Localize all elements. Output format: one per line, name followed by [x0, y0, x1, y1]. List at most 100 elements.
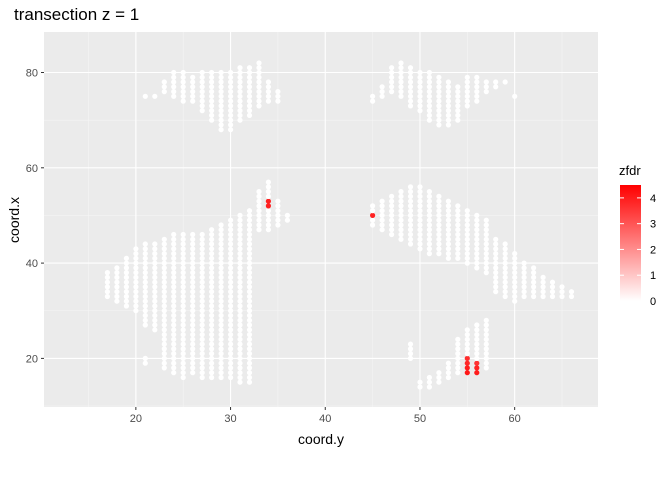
- data-point: [265, 227, 271, 233]
- data-point: [228, 284, 234, 290]
- data-point: [218, 308, 224, 314]
- data-point: [228, 312, 234, 319]
- data-point: [171, 265, 177, 271]
- data-point: [445, 103, 451, 109]
- data-point: [483, 346, 489, 352]
- data-point: [436, 193, 442, 199]
- data-point: [445, 365, 451, 371]
- data-point: [512, 265, 518, 271]
- data-point: [104, 293, 110, 300]
- data-point: [218, 360, 224, 366]
- data-point: [218, 336, 224, 342]
- data-point: [407, 231, 414, 238]
- data-point: [180, 265, 186, 271]
- data-point: [218, 127, 224, 133]
- data-point: [199, 103, 205, 109]
- data-point: [512, 289, 518, 295]
- data-point: [265, 89, 271, 95]
- data-point: [190, 255, 196, 261]
- data-point: [123, 274, 129, 280]
- data-point: [474, 74, 480, 80]
- data-point: [445, 79, 451, 85]
- data-point: [133, 255, 139, 261]
- data-point: [256, 193, 262, 199]
- data-point: [199, 346, 205, 352]
- data-point: [218, 298, 224, 304]
- data-point: [275, 212, 281, 218]
- data-point: [237, 103, 243, 109]
- data-point: [246, 208, 253, 214]
- data-point: [209, 255, 215, 261]
- data-point: [502, 246, 508, 252]
- data-point: [445, 108, 451, 114]
- data-point: [379, 93, 385, 99]
- data-point: [190, 289, 196, 295]
- data-point: [512, 279, 518, 285]
- data-point: [275, 203, 281, 209]
- data-point: [455, 98, 461, 104]
- data-point: [246, 112, 253, 118]
- data-point: [464, 246, 470, 252]
- data-point: [209, 312, 215, 319]
- data-point: [417, 379, 423, 385]
- data-point: [237, 332, 243, 338]
- data-point: [256, 189, 262, 195]
- data-point: [455, 231, 461, 238]
- data-point: [455, 346, 461, 352]
- data-point: [426, 236, 432, 242]
- data-point: [237, 251, 243, 257]
- data-point: [228, 370, 234, 376]
- data-point: [228, 122, 234, 128]
- data-point: [228, 79, 234, 85]
- data-point: [417, 184, 423, 190]
- data-point: [256, 98, 262, 104]
- data-point: [474, 227, 480, 233]
- data-point: [237, 327, 243, 333]
- data-point: [407, 84, 414, 90]
- data-point: [142, 274, 148, 280]
- data-point: [237, 112, 243, 118]
- data-point: [190, 89, 196, 95]
- data-point: [455, 255, 461, 261]
- data-point: [199, 265, 205, 271]
- data-point: [275, 222, 281, 228]
- data-point: [502, 265, 508, 271]
- data-point: [246, 260, 253, 266]
- data-point: [445, 98, 451, 104]
- data-point: [152, 251, 158, 257]
- data-point: [426, 231, 432, 238]
- data-point: [209, 251, 215, 257]
- data-point: [218, 274, 224, 280]
- data-point: [246, 374, 253, 381]
- x-tick-label: 60: [509, 413, 521, 425]
- data-point: [180, 98, 186, 104]
- data-point: [218, 270, 224, 276]
- data-point: [436, 241, 442, 247]
- data-point: [246, 341, 253, 347]
- data-point: [246, 84, 253, 90]
- data-point: [180, 332, 186, 338]
- data-point: [209, 336, 215, 342]
- data-point: [246, 108, 253, 114]
- data-point: [246, 336, 253, 342]
- data-point: [407, 93, 414, 99]
- data-point: [237, 351, 243, 357]
- data-point: [161, 332, 167, 338]
- data-point: [228, 217, 234, 223]
- data-point: [389, 84, 395, 90]
- data-point: [237, 98, 243, 104]
- data-point: [549, 293, 556, 300]
- data-point: [256, 65, 262, 71]
- data-point: [104, 270, 110, 276]
- data-point: [133, 251, 139, 257]
- data-point: [114, 293, 120, 300]
- data-point: [152, 317, 158, 323]
- data-point: [228, 236, 234, 242]
- data-point: [218, 117, 224, 123]
- data-point: [417, 193, 423, 199]
- data-point: [407, 189, 414, 195]
- data-point: [474, 222, 480, 228]
- data-point: [218, 312, 224, 319]
- data-point: [502, 274, 508, 280]
